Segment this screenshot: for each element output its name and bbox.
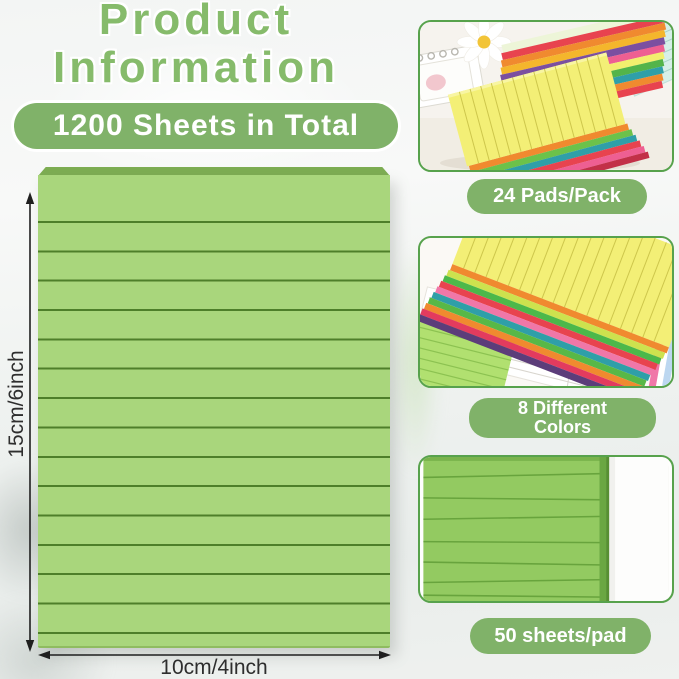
page-title-line2: Information xyxy=(53,43,339,92)
pad-edge-view-photo xyxy=(423,457,669,601)
feature-photo-different-colors xyxy=(418,236,674,388)
caption-sheets-per-pad-label: 50 sheets/pad xyxy=(494,624,627,647)
pad-binding-strip xyxy=(599,457,610,601)
page-title-line1: Product xyxy=(98,0,294,44)
height-dimension-label: 15cm/6inch xyxy=(5,350,28,458)
front-pads-stack xyxy=(447,52,650,170)
pads-stack-photo xyxy=(420,22,672,170)
total-sheets-badge: 1200 Sheets in Total xyxy=(14,103,398,149)
sheet-edges xyxy=(423,472,606,598)
page-title: Product Information xyxy=(0,0,392,92)
rainbow-pads-stack xyxy=(420,238,672,386)
ruled-lines xyxy=(38,221,390,634)
caption-sheets-per-pad: 50 sheets/pad xyxy=(470,618,651,654)
daisy-flower xyxy=(456,22,512,70)
caption-different-colors-label: 8 Different Colors xyxy=(517,398,607,437)
pad-side-green xyxy=(423,457,609,601)
caption-different-colors: 8 Different Colors xyxy=(469,398,656,438)
width-dimension-label: 10cm/4inch xyxy=(160,656,268,679)
feature-photo-sheets-per-pad xyxy=(418,455,674,603)
notepad-top-edge xyxy=(38,167,390,176)
colors-stack-photo xyxy=(420,238,672,386)
notepad-sheet xyxy=(38,175,390,648)
feature-photo-pads-per-pack xyxy=(418,20,674,172)
caption-pads-per-pack-label: 24 Pads/Pack xyxy=(493,185,621,207)
caption-pads-per-pack: 24 Pads/Pack xyxy=(467,179,647,214)
